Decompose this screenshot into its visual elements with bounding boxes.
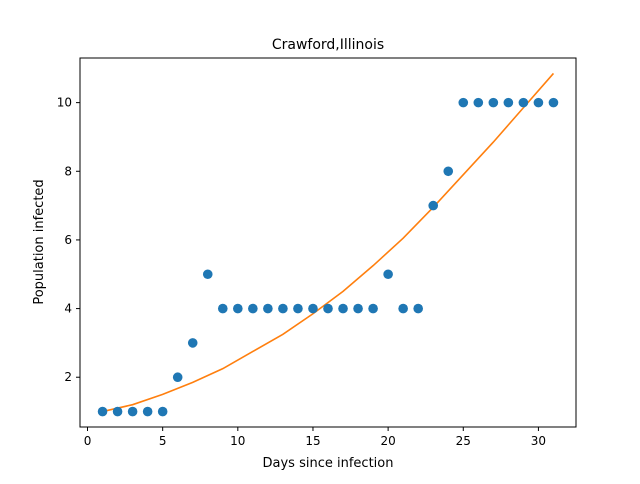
data-point: [248, 303, 258, 314]
axes-frame: [79, 57, 577, 428]
y-tick-label: 2: [64, 370, 72, 384]
data-point: [458, 97, 469, 108]
data-point: [142, 406, 153, 417]
data-point: [217, 303, 228, 314]
data-point: [413, 303, 423, 314]
y-tick-label: 10: [57, 96, 72, 110]
y-tick-label: 4: [64, 302, 72, 316]
data-point: [263, 303, 273, 314]
data-point: [533, 97, 544, 108]
data-point: [338, 303, 348, 314]
data-point: [488, 97, 499, 108]
data-point: [503, 97, 514, 108]
data-point: [233, 303, 243, 314]
data-point: [112, 406, 123, 417]
data-point: [202, 269, 213, 280]
x-tick-label: 25: [456, 434, 471, 448]
x-tick-label: 5: [159, 434, 167, 448]
fit-line: [102, 72, 555, 413]
data-point: [323, 303, 333, 314]
data-point: [353, 303, 363, 314]
data-point: [172, 372, 183, 383]
data-point: [428, 200, 439, 211]
data-point: [308, 303, 318, 314]
data-point: [293, 303, 303, 314]
y-tick-label: 6: [64, 233, 72, 247]
data-point: [157, 406, 168, 417]
x-axis-label: Days since infection: [263, 456, 394, 471]
chart-title: Crawford,Illinois: [272, 37, 384, 53]
points-layer: [97, 97, 559, 417]
y-tick-label: 8: [64, 164, 72, 178]
data-point: [398, 303, 408, 314]
data-point: [383, 269, 393, 280]
data-point: [278, 303, 288, 314]
x-tick-label: 10: [230, 434, 245, 448]
x-tick-label: 0: [84, 434, 92, 448]
data-point: [97, 406, 108, 417]
data-point: [518, 97, 529, 108]
data-point: [548, 97, 559, 108]
line-layer: [102, 72, 555, 413]
ticks-layer: 0 5 10 15 20 25 30 2 4 6 8 10: [57, 96, 546, 448]
x-tick-label: 20: [380, 434, 395, 448]
data-point: [473, 97, 484, 108]
data-point: [443, 166, 454, 177]
data-point: [368, 303, 378, 314]
x-tick-label: 15: [305, 434, 320, 448]
x-tick-label: 30: [531, 434, 546, 448]
data-point: [187, 338, 198, 348]
y-axis-label: Population infected: [32, 179, 47, 304]
data-point: [127, 406, 138, 417]
